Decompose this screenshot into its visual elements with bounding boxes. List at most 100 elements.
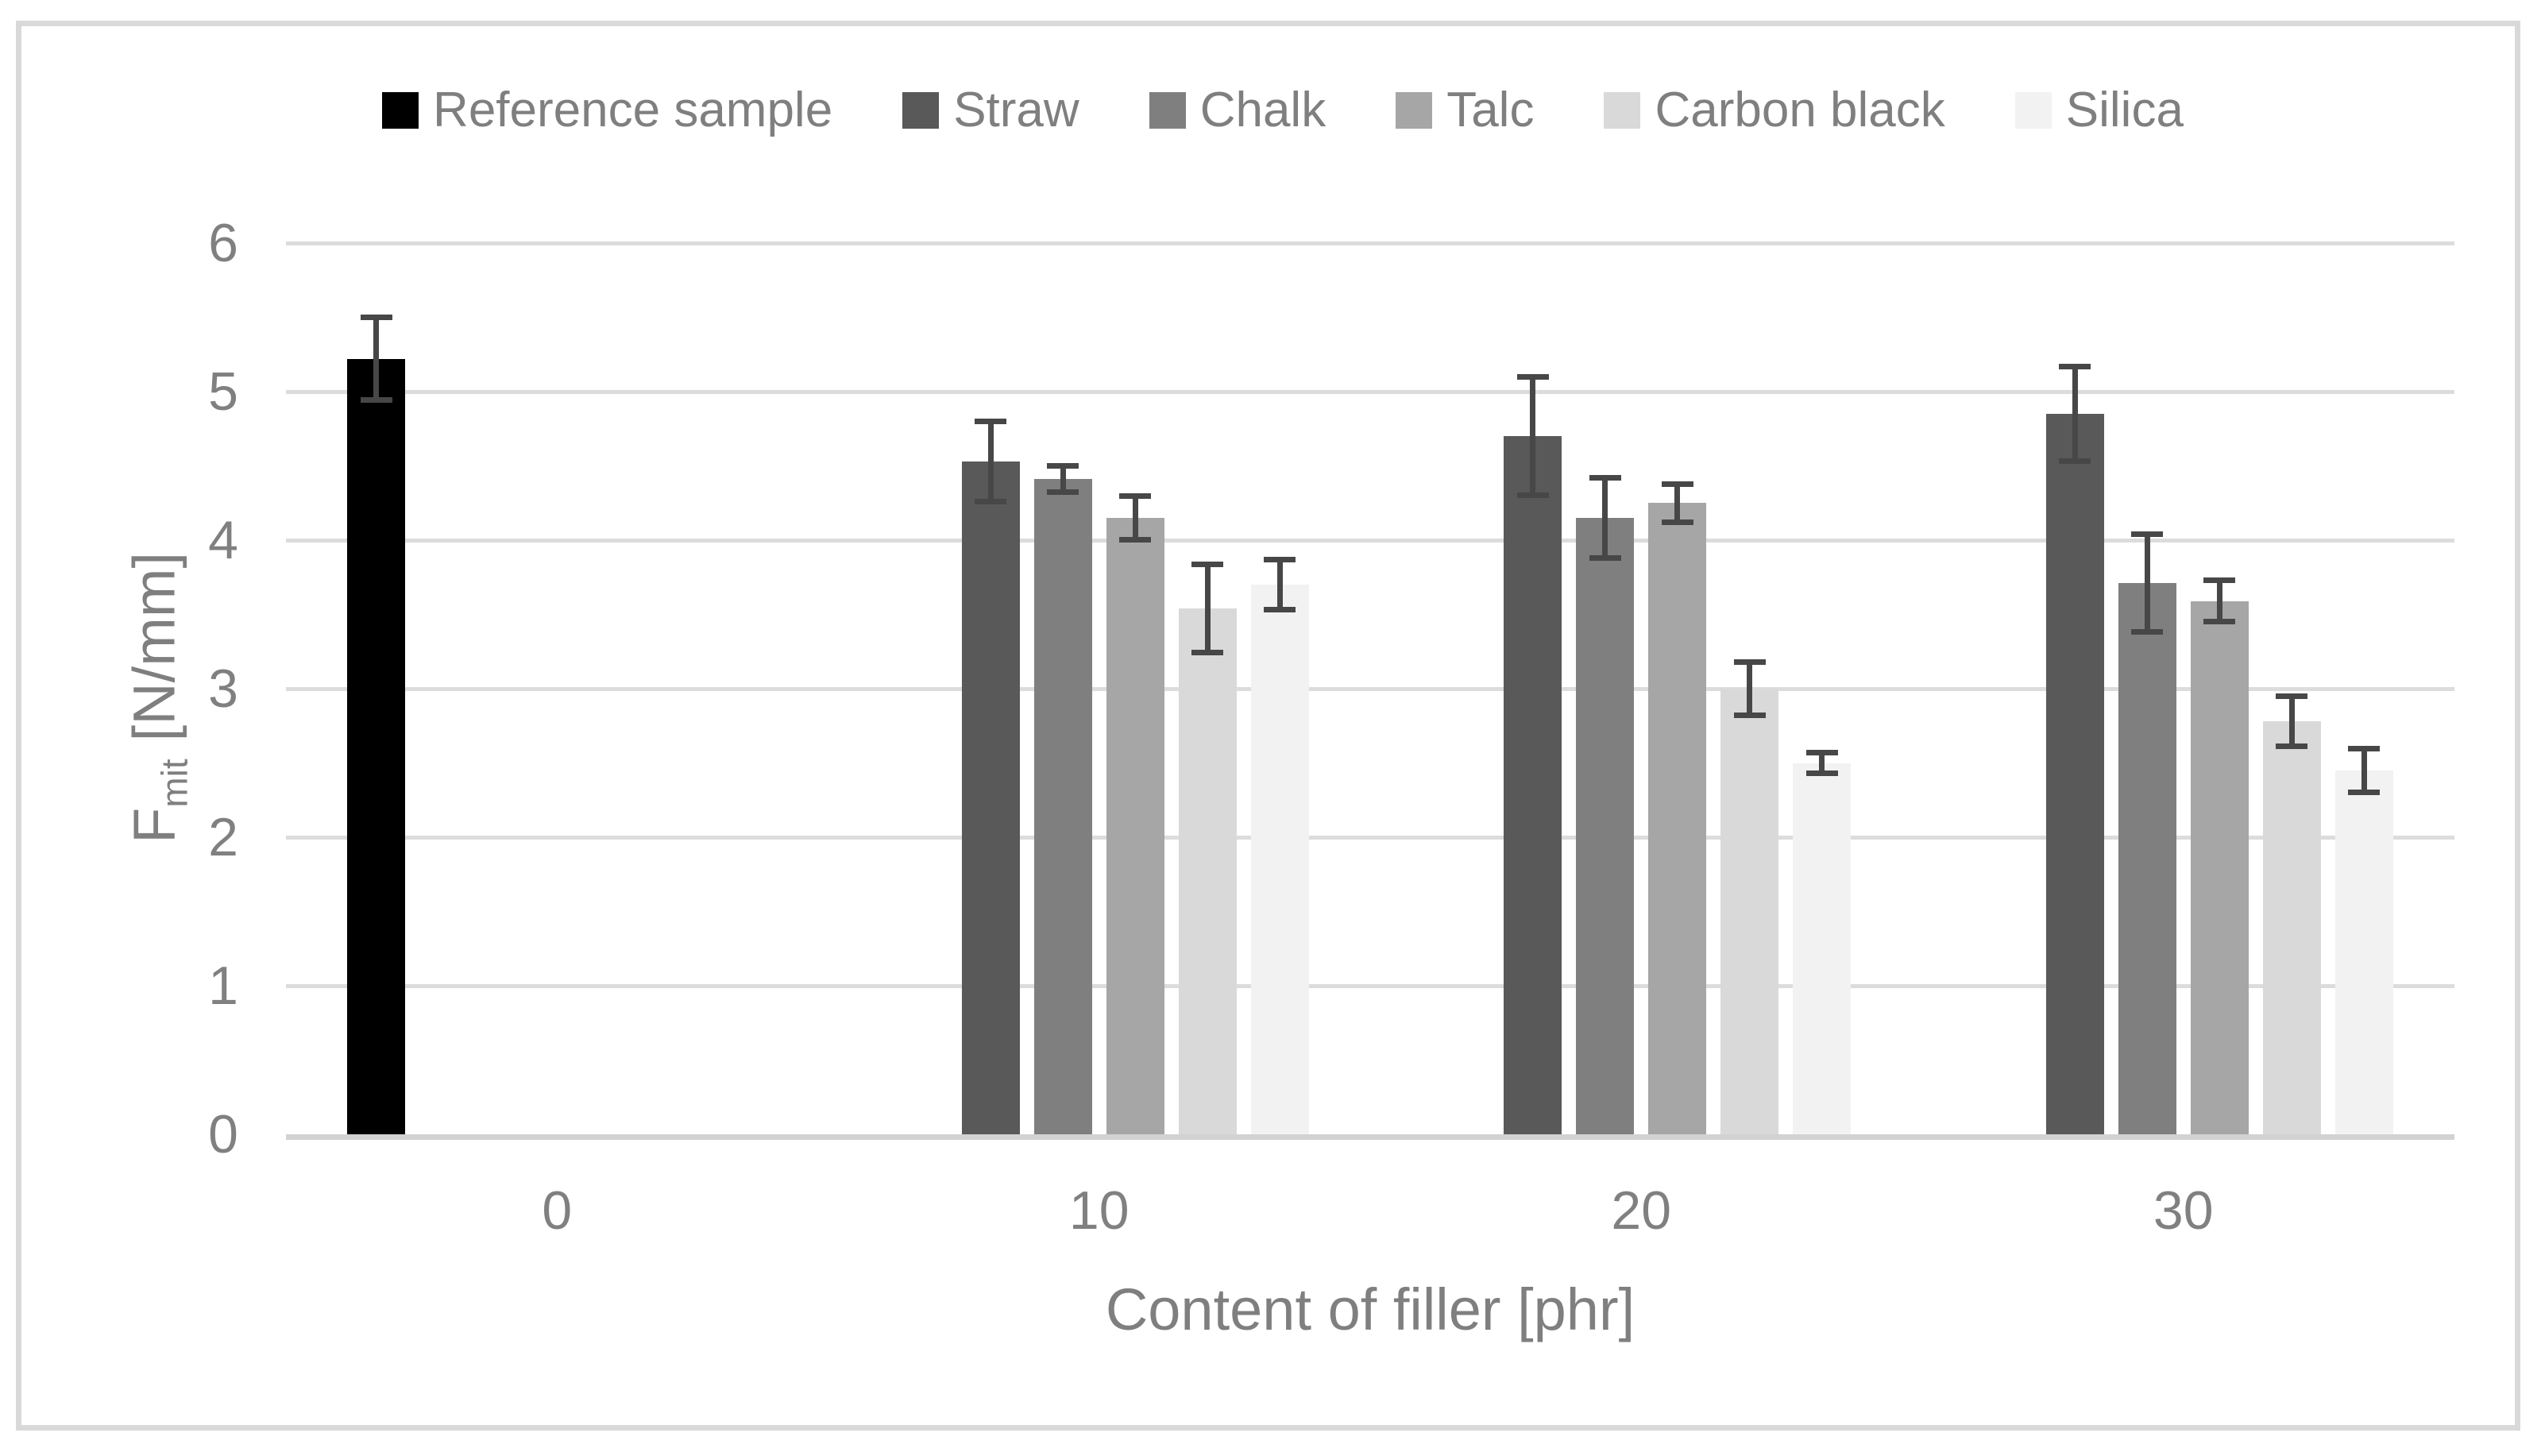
- error-bar-reference-sample-0phr-cap-top: [360, 315, 392, 321]
- y-tick-label: 1: [208, 956, 238, 1016]
- error-bar-talc-10phr-cap-top: [1119, 492, 1152, 499]
- y-tick-label: 3: [208, 658, 238, 719]
- error-bar-talc-10phr-stem: [1132, 498, 1138, 538]
- legend: Reference sample Straw Chalk Talc Carbon bla…: [199, 83, 2367, 138]
- legend-item-silica: Silica: [2014, 83, 2184, 137]
- error-bar-talc-30phr-cap-bottom: [2203, 619, 2236, 625]
- error-bar-silica-10phr-cap-top: [1264, 557, 1296, 563]
- error-bar-carbon-black-20phr-stem: [1747, 665, 1753, 713]
- bar-silica-20phr: [1793, 763, 1852, 1134]
- bar-straw-30phr: [2045, 414, 2104, 1134]
- gridline: [286, 539, 2454, 543]
- error-bar-straw-30phr-cap-top: [2059, 363, 2091, 369]
- error-bar-talc-30phr-cap-top: [2203, 577, 2236, 584]
- error-bar-carbon-black-20phr-cap-bottom: [1733, 712, 1766, 718]
- error-bar-talc-30phr-stem: [2216, 583, 2222, 620]
- error-bar-chalk-30phr-cap-top: [2131, 531, 2164, 538]
- x-axis-line: [286, 1134, 2454, 1140]
- error-bar-straw-20phr-cap-top: [1516, 374, 1549, 380]
- error-bar-talc-20phr-stem: [1674, 486, 1681, 519]
- gridline: [286, 984, 2454, 988]
- legend-swatch-icon: [1604, 92, 1641, 129]
- error-bar-carbon-black-20phr-cap-top: [1733, 659, 1766, 666]
- x-tick-label: 20: [1611, 1180, 1672, 1241]
- error-bar-talc-20phr-cap-bottom: [1661, 519, 1693, 525]
- bar-chalk-30phr: [2118, 583, 2176, 1134]
- y-axis-title-subscript: mit: [153, 759, 195, 808]
- y-tick-label: 4: [208, 510, 238, 570]
- error-bar-carbon-black-10phr-cap-top: [1191, 561, 1224, 567]
- legend-label: Silica: [2065, 83, 2184, 137]
- x-axis-title: Content of filler [phr]: [1105, 1276, 1635, 1342]
- y-axis-title-unit: [N/mm]: [121, 551, 187, 742]
- gridline: [286, 390, 2454, 394]
- gridline: [286, 687, 2454, 691]
- legend-label: Talc: [1446, 83, 1535, 137]
- x-tick-label: 30: [2153, 1180, 2214, 1241]
- error-bar-silica-20phr-stem: [1819, 755, 1825, 770]
- legend-swatch-icon: [1149, 92, 1186, 129]
- error-bar-silica-30phr-stem: [2361, 751, 2367, 790]
- y-axis-title: Fmit [N/mm]: [122, 340, 195, 1055]
- error-bar-straw-20phr-stem: [1530, 380, 1536, 493]
- legend-item-chalk: Chalk: [1149, 86, 1326, 135]
- error-bar-straw-30phr-stem: [2072, 369, 2078, 459]
- legend-label: Carbon black: [1655, 83, 1945, 137]
- error-bar-chalk-10phr-cap-top: [1047, 463, 1079, 469]
- y-tick-label: 0: [208, 1104, 238, 1164]
- gridline: [286, 241, 2454, 245]
- bar-talc-10phr: [1106, 517, 1164, 1134]
- error-bar-talc-20phr-cap-top: [1661, 481, 1693, 487]
- error-bar-reference-sample-0phr-cap-bottom: [360, 397, 392, 404]
- legend-label: Straw: [953, 83, 1079, 137]
- error-bar-carbon-black-30phr-stem: [2288, 699, 2295, 744]
- legend-swatch-icon: [382, 92, 419, 129]
- error-bar-chalk-20phr-cap-top: [1589, 475, 1621, 481]
- error-bar-silica-20phr-cap-top: [1805, 750, 1838, 756]
- error-bar-silica-20phr-cap-bottom: [1805, 770, 1838, 776]
- bar-straw-10phr: [961, 461, 1020, 1134]
- bar-silica-10phr: [1250, 585, 1309, 1134]
- error-bar-chalk-20phr-cap-bottom: [1589, 554, 1621, 561]
- legend-label: Chalk: [1199, 83, 1326, 137]
- gridline: [286, 836, 2454, 840]
- error-bar-chalk-30phr-stem: [2144, 537, 2150, 630]
- error-bar-chalk-10phr-cap-bottom: [1047, 489, 1079, 496]
- legend-swatch-icon: [2014, 92, 2052, 129]
- y-tick-label: 6: [208, 213, 238, 273]
- error-bar-silica-30phr-cap-top: [2348, 745, 2381, 751]
- error-bar-silica-30phr-cap-bottom: [2348, 790, 2381, 796]
- error-bar-straw-20phr-cap-bottom: [1516, 492, 1549, 499]
- bar-talc-30phr: [2190, 601, 2249, 1134]
- error-bar-talc-10phr-cap-bottom: [1119, 537, 1152, 543]
- x-tick-label: 0: [542, 1180, 573, 1241]
- chart-frame-border: [16, 21, 2520, 1431]
- y-axis-title-symbol: F: [121, 807, 187, 844]
- error-bar-straw-10phr-cap-top: [975, 419, 1007, 425]
- error-bar-chalk-30phr-cap-bottom: [2131, 629, 2164, 635]
- bar-straw-20phr: [1504, 436, 1562, 1134]
- legend-item-reference-sample: Reference sample: [382, 86, 832, 135]
- error-bar-carbon-black-30phr-cap-bottom: [2276, 743, 2308, 750]
- legend-swatch-icon: [1396, 92, 1433, 129]
- bar-carbon-black-20phr: [1720, 689, 1779, 1134]
- error-bar-reference-sample-0phr-stem: [373, 320, 380, 398]
- legend-swatch-icon: [902, 92, 940, 129]
- bar-carbon-black-10phr: [1178, 608, 1237, 1134]
- error-bar-straw-30phr-cap-bottom: [2059, 458, 2091, 465]
- bar-chalk-20phr: [1576, 517, 1635, 1134]
- error-bar-chalk-20phr-stem: [1602, 481, 1608, 555]
- legend-item-carbon-black: Carbon black: [1604, 83, 1945, 137]
- legend-item-talc: Talc: [1396, 86, 1534, 135]
- y-tick-label: 5: [208, 361, 238, 422]
- bar-chalk-10phr: [1033, 479, 1092, 1134]
- error-bar-carbon-black-30phr-cap-top: [2276, 693, 2308, 700]
- error-bar-straw-10phr-cap-bottom: [975, 498, 1007, 504]
- error-bar-silica-10phr-cap-bottom: [1264, 607, 1296, 613]
- bar-carbon-black-30phr: [2262, 721, 2321, 1134]
- legend-item-straw: Straw: [902, 86, 1079, 135]
- error-bar-silica-10phr-stem: [1276, 562, 1283, 608]
- error-bar-carbon-black-10phr-cap-bottom: [1191, 650, 1224, 656]
- error-bar-straw-10phr-stem: [987, 424, 994, 499]
